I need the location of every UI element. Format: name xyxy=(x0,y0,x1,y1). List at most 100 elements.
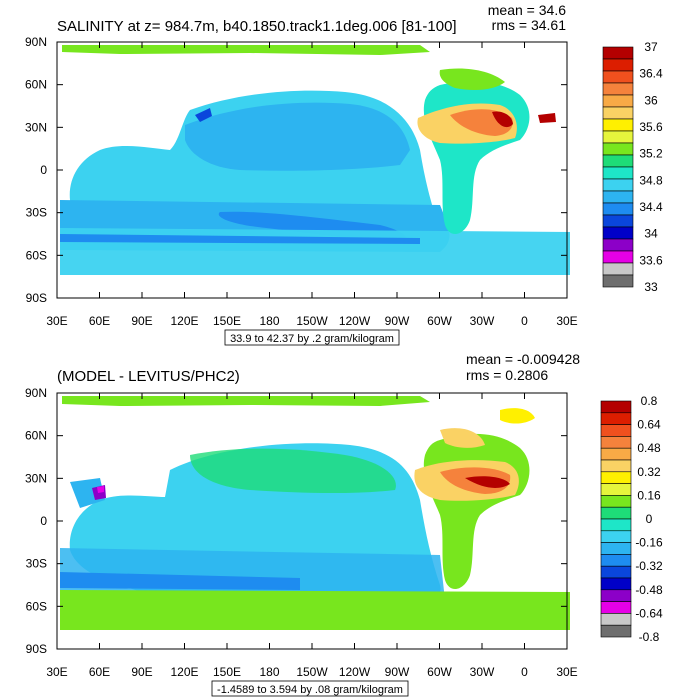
x-tick-label: 60E xyxy=(89,665,110,679)
colorbar-swatch xyxy=(600,613,632,626)
panel1-circumpolar-band xyxy=(60,234,420,244)
colorbar-swatch xyxy=(600,589,632,602)
panel2-circumpolar-low xyxy=(60,572,300,590)
colorbar-swatch xyxy=(600,506,632,520)
colorbar-swatch xyxy=(602,154,634,168)
panel1-map xyxy=(56,41,570,299)
colorbar-swatch xyxy=(600,471,632,484)
colorbar-swatch xyxy=(600,565,632,579)
y-tick-label: 60S xyxy=(26,599,47,613)
colorbar-label: 33.6 xyxy=(639,253,663,267)
colorbar-swatch xyxy=(600,400,632,414)
x-tick-label: 60W xyxy=(427,314,452,328)
x-tick-label: 0 xyxy=(521,314,528,328)
y-tick-label: 90S xyxy=(26,642,47,656)
panel1-contour-info-box xyxy=(224,329,400,346)
y-tick-label: 60N xyxy=(25,78,47,92)
colorbar-swatch xyxy=(600,624,632,638)
y-tick-label: 60N xyxy=(25,429,47,443)
x-tick-label: 180 xyxy=(259,314,279,328)
x-tick-label: 60W xyxy=(427,665,452,679)
colorbar-swatch xyxy=(602,166,634,180)
panel1-arctic-band xyxy=(62,45,430,55)
colorbar-label: -0.48 xyxy=(635,583,663,597)
colorbar-label: 37 xyxy=(644,40,658,54)
colorbar-swatch xyxy=(602,226,634,240)
colorbar-swatch xyxy=(600,518,632,532)
colorbar-swatch xyxy=(602,274,634,288)
panel2-rms: rms = 0.2806 xyxy=(466,367,548,383)
colorbar-label: 36 xyxy=(644,93,658,107)
panel2-arabian-sea xyxy=(70,478,105,508)
panel2-map xyxy=(56,392,570,650)
colorbar-swatch xyxy=(600,542,632,555)
panel1-north-atlantic-green xyxy=(439,68,505,90)
x-tick-label: 150W xyxy=(296,665,328,679)
panel2-southern-ocean-green xyxy=(60,590,570,630)
colorbar-swatch xyxy=(600,601,632,614)
panel2-mean: mean = -0.009428 xyxy=(466,351,580,367)
colorbar-swatch xyxy=(602,190,634,204)
colorbar-swatch xyxy=(602,202,634,216)
x-tick-label: 150E xyxy=(213,314,241,328)
colorbar-swatch xyxy=(602,238,634,252)
colorbar-label: 0.48 xyxy=(637,441,661,455)
colorbar-swatch xyxy=(602,130,634,144)
colorbar-swatch xyxy=(600,436,632,449)
colorbar-label: 0.8 xyxy=(641,394,658,408)
x-tick-label: 150W xyxy=(296,314,328,328)
colorbar-swatch xyxy=(602,70,634,84)
x-tick-label: 120W xyxy=(339,314,371,328)
colorbar-label: 0.32 xyxy=(637,465,661,479)
y-tick-label: 90N xyxy=(25,386,47,400)
y-tick-label: 90S xyxy=(26,291,47,305)
colorbar-swatch xyxy=(602,106,634,120)
x-tick-label: 150E xyxy=(213,665,241,679)
colorbar-label: 33 xyxy=(644,280,658,294)
colorbar-label: 36.4 xyxy=(639,67,663,81)
colorbar-swatch xyxy=(600,412,632,425)
colorbar-swatch xyxy=(602,82,634,96)
salinity-panel: SALINITY at z= 984.7m, b40.1850.track1.1… xyxy=(25,2,663,346)
colorbar-swatch xyxy=(600,424,632,437)
x-tick-label: 30E xyxy=(46,665,67,679)
colorbar-swatch xyxy=(602,94,634,108)
panel2-arctic-band xyxy=(62,396,430,406)
x-tick-label: 0 xyxy=(521,665,528,679)
y-tick-label: 30S xyxy=(26,206,47,220)
colorbar-label: 35.2 xyxy=(639,147,663,161)
x-tick-label: 120W xyxy=(339,665,371,679)
colorbar-label: 0.64 xyxy=(637,418,661,432)
panel2-contour-info-box xyxy=(211,680,409,697)
colorbar-label: 34 xyxy=(644,227,658,241)
panel1-contour-info: 33.9 to 42.37 by .2 gram/kilogram xyxy=(230,333,394,345)
panel1-colorbar: 37 36.4 36 35.6 35.2 34.8 34.4 34 33.6 33 xyxy=(602,40,663,294)
panel2-atlantic-core xyxy=(465,476,510,488)
y-tick-label: 0 xyxy=(40,514,47,528)
colorbar-swatch xyxy=(602,118,634,132)
panel2-labrador-warm xyxy=(440,428,485,448)
x-tick-label: 90W xyxy=(385,314,410,328)
colorbar-label: 35.6 xyxy=(639,120,663,134)
panel1-rms: rms = 34.61 xyxy=(492,17,567,33)
panel1-title: SALINITY at z= 984.7m, b40.1850.track1.1… xyxy=(57,18,457,35)
colorbar-label: 34.4 xyxy=(639,200,663,214)
colorbar-swatch xyxy=(600,483,632,496)
x-tick-label: 90E xyxy=(131,665,152,679)
panel1-y-axis: 90N 60N 30N 0 30S 60S 90S xyxy=(25,35,567,305)
panel2-arctic-yellow xyxy=(500,408,535,424)
x-tick-label: 180 xyxy=(259,665,279,679)
colorbar-swatch xyxy=(602,46,634,60)
colorbar-label: 0.16 xyxy=(637,488,661,502)
colorbar-swatch xyxy=(602,262,634,276)
x-tick-label: 90E xyxy=(131,314,152,328)
panel2-north-pacific-green xyxy=(190,448,396,494)
colorbar-swatch xyxy=(600,577,632,591)
y-tick-label: 30S xyxy=(26,557,47,571)
colorbar-swatch xyxy=(602,214,634,228)
colorbar-label: -0.16 xyxy=(635,536,663,550)
panel1-sea-of-okhotsk xyxy=(195,108,212,122)
colorbar-swatch xyxy=(602,142,634,156)
difference-panel: (MODEL - LEVITUS/PHC2) mean = -0.009428 … xyxy=(25,351,663,697)
